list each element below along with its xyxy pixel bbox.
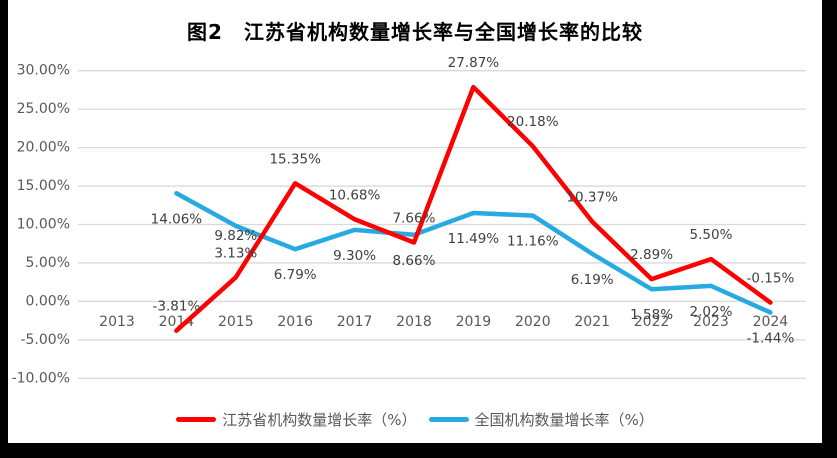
x-axis-tick-label: 2014 bbox=[159, 314, 195, 330]
data-label: 11.16% bbox=[507, 234, 559, 250]
legend-label-jiangsu: 江苏省机构数量增长率（%） bbox=[222, 411, 417, 429]
data-label: -3.81% bbox=[153, 299, 201, 315]
y-axis-tick-label: 10.00% bbox=[17, 217, 70, 233]
legend-item-national: 全国机构数量增长率（%） bbox=[428, 409, 654, 430]
data-label: 14.06% bbox=[151, 211, 203, 227]
x-axis-tick-label: 2019 bbox=[456, 314, 492, 330]
legend-item-jiangsu: 江苏省机构数量增长率（%） bbox=[176, 409, 417, 430]
x-axis-tick-label: 2022 bbox=[634, 314, 670, 330]
legend-line-swatch-national-icon bbox=[428, 417, 469, 422]
data-label: 7.66% bbox=[393, 210, 436, 226]
y-axis-tick-label: 0.00% bbox=[26, 293, 70, 309]
data-label: 10.37% bbox=[566, 190, 618, 206]
plot-area: 30.00% 25.00% 20.00% 15.00% 10.00% 5.00% 0.00%… bbox=[12, 55, 806, 386]
y-axis-tick-label: -10.00% bbox=[12, 370, 70, 386]
x-axis-tick-label: 2016 bbox=[277, 314, 313, 330]
series-line-national bbox=[174, 191, 773, 315]
data-label: 9.82% bbox=[214, 228, 257, 244]
data-label: 2.02% bbox=[690, 304, 733, 320]
data-label: 9.30% bbox=[333, 248, 376, 264]
data-label: 15.35% bbox=[269, 151, 321, 167]
data-label: 11.49% bbox=[448, 231, 500, 247]
data-label: 3.13% bbox=[214, 245, 257, 261]
data-label: 5.50% bbox=[690, 227, 733, 243]
data-label: 6.79% bbox=[274, 267, 317, 283]
data-label: 27.87% bbox=[448, 55, 500, 71]
y-axis-tick-label: 15.00% bbox=[17, 178, 70, 194]
data-label: 2.89% bbox=[630, 247, 673, 263]
x-axis-tick-label: 2021 bbox=[574, 314, 610, 330]
chart-frame: 图2 江苏省机构数量增长率与全国增长率的比较 30.00% 25.00% 20.00… bbox=[8, 0, 822, 443]
x-axis-tick-label: 2015 bbox=[218, 314, 254, 330]
series-line-jiangsu bbox=[174, 84, 773, 333]
y-axis-tick-label: -5.00% bbox=[20, 332, 70, 348]
x-axis-tick-label: 2017 bbox=[337, 314, 373, 330]
data-label: -0.15% bbox=[747, 271, 795, 287]
x-axis-tick-label: 2024 bbox=[753, 314, 789, 330]
legend-label-national: 全国机构数量增长率（%） bbox=[474, 411, 654, 429]
data-label: 10.68% bbox=[329, 187, 381, 203]
x-axis-tick-label: 2018 bbox=[396, 314, 432, 330]
y-axis-tick-label: 5.00% bbox=[26, 255, 70, 271]
data-label: 6.19% bbox=[571, 272, 614, 288]
x-axis-tick-label: 2023 bbox=[693, 314, 729, 330]
y-axis-tick-label: 20.00% bbox=[17, 140, 70, 156]
x-axis-tick-label: 2020 bbox=[515, 314, 551, 330]
legend-line-swatch-jiangsu-icon bbox=[176, 417, 217, 422]
chart-title: 图2 江苏省机构数量增长率与全国增长率的比较 bbox=[187, 20, 643, 44]
legend: 江苏省机构数量增长率（%） 全国机构数量增长率（%） bbox=[8, 409, 822, 430]
data-label: 20.18% bbox=[507, 114, 559, 130]
data-label: 8.66% bbox=[393, 253, 436, 269]
y-axis-tick-label: 30.00% bbox=[17, 63, 70, 79]
data-label: -1.44% bbox=[747, 330, 795, 346]
data-label: 1.58% bbox=[630, 307, 673, 323]
y-axis-tick-label: 25.00% bbox=[17, 101, 70, 117]
x-axis-tick-label: 2013 bbox=[99, 314, 135, 330]
